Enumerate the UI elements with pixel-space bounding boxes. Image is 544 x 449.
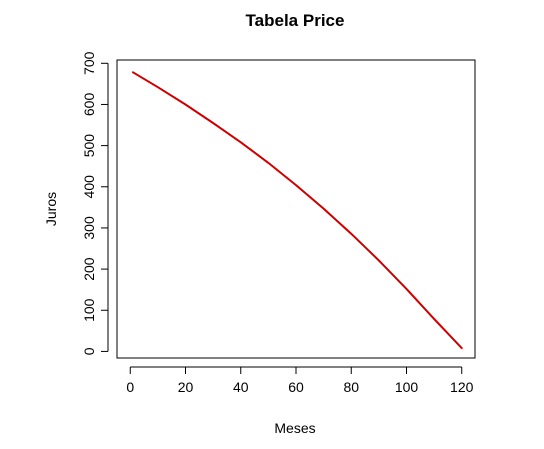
x-tick-label: 120 — [450, 379, 474, 395]
y-tick-label: 600 — [81, 93, 97, 117]
x-tick-label: 60 — [288, 379, 304, 395]
y-tick-label: 400 — [81, 175, 97, 199]
x-axis: 0 20 40 60 80 100 120 — [126, 366, 474, 395]
x-tick-label: 20 — [178, 379, 194, 395]
x-tick-label: 40 — [233, 379, 249, 395]
y-tick-label: 0 — [81, 347, 97, 355]
y-tick-label: 500 — [81, 134, 97, 158]
y-axis-label: Juros — [43, 192, 59, 226]
y-tick-label: 300 — [81, 216, 97, 240]
chart-title: Tabela Price — [246, 11, 345, 30]
x-tick-label: 0 — [126, 379, 134, 395]
plot-frame — [116, 59, 476, 359]
x-tick-label: 80 — [343, 379, 359, 395]
series-layer — [132, 71, 463, 350]
y-tick-label: 200 — [81, 257, 97, 281]
x-axis-label: Meses — [274, 420, 315, 436]
y-axis: 0 100 200 300 400 500 600 700 — [81, 51, 109, 355]
series-line — [132, 71, 463, 350]
y-tick-label: 100 — [81, 298, 97, 322]
x-tick-label: 100 — [395, 379, 419, 395]
y-tick-label: 700 — [81, 51, 97, 75]
